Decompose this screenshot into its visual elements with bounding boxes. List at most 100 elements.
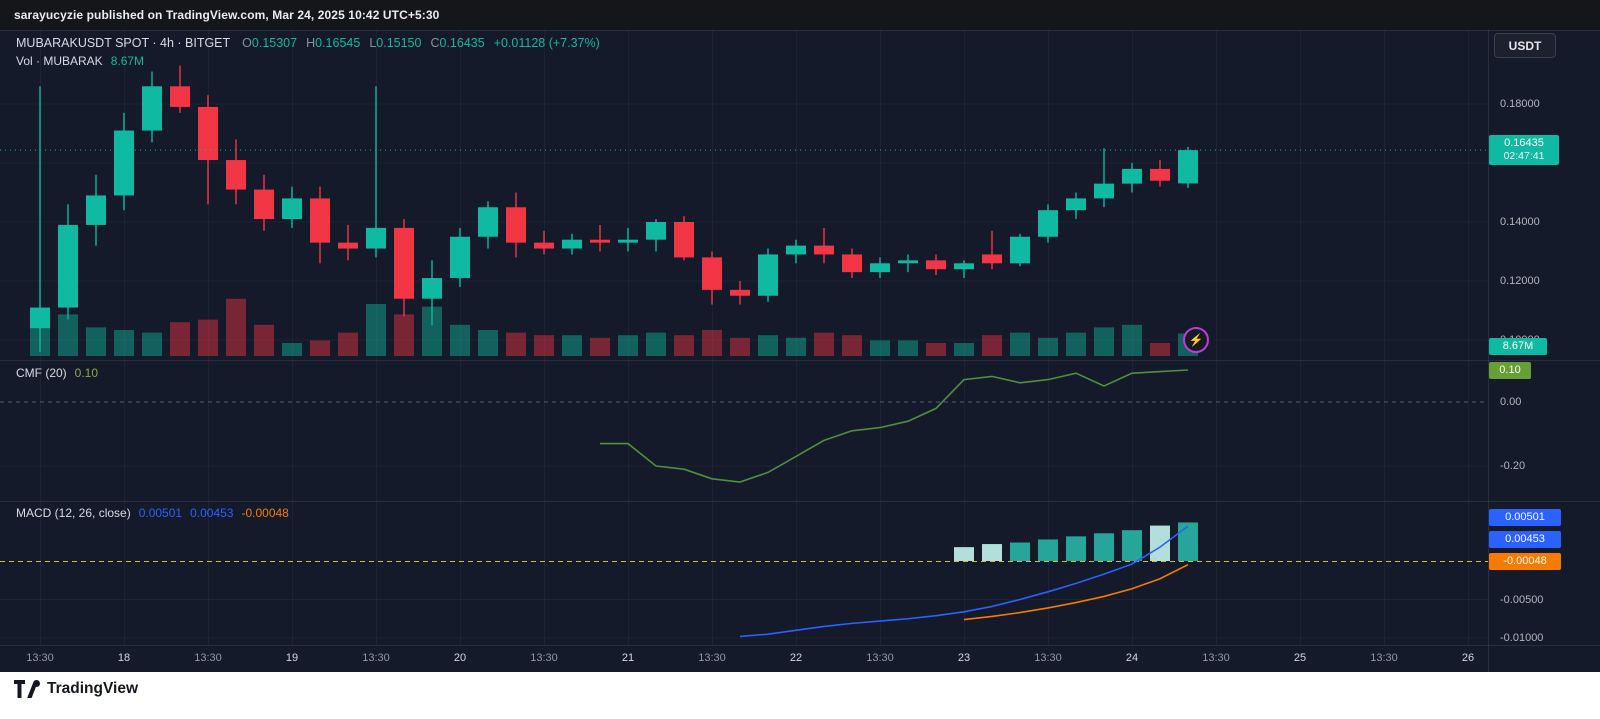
volume-bar (870, 340, 890, 356)
currency-toggle-button[interactable]: USDT (1494, 33, 1556, 58)
macd-histogram-bar (1066, 536, 1086, 561)
macd-line-value: 0.00453 (190, 506, 234, 520)
ohlc-low-value: 0.15150 (376, 36, 422, 50)
volume-bar (1150, 343, 1170, 356)
volume-bar (954, 343, 974, 356)
candle (814, 245, 834, 255)
time-axis-label: 13:30 (26, 652, 54, 664)
volume-bar (618, 335, 638, 356)
volume-bar (86, 327, 106, 356)
boost-button[interactable]: ⚡ (1183, 327, 1209, 353)
candle (170, 86, 190, 107)
time-axis-label: 23 (957, 652, 971, 664)
candle (338, 242, 358, 249)
macd-line-badge: 0.00453 (1489, 531, 1561, 548)
macd-line (739, 525, 1189, 638)
candle (982, 254, 1002, 264)
time-axis-label: 13:30 (1202, 652, 1230, 664)
candle (114, 130, 134, 196)
cmf-legend: CMF (20) 0.10 (16, 366, 98, 380)
macd-hist-value: 0.00501 (138, 506, 183, 520)
candle (590, 239, 610, 243)
candle (366, 227, 386, 249)
footer-bar: TradingView (0, 672, 1600, 719)
symbol-title[interactable]: MUBARAKUSDT SPOT · 4h · BITGET (16, 36, 231, 50)
volume-bar (394, 314, 414, 356)
volume-bar (1038, 337, 1058, 356)
time-axis-label: 24 (1125, 652, 1139, 664)
candle (1150, 168, 1170, 181)
candle (618, 239, 638, 243)
volume-legend-value: 8.67M (110, 54, 145, 68)
time-axis-label: 13:30 (194, 652, 222, 664)
macd-histogram (954, 522, 1198, 561)
volume-bar (506, 332, 526, 356)
ohlc-high-key: H (306, 36, 316, 50)
tradingview-brand[interactable]: TradingView (47, 680, 139, 697)
price-axis-label: 0.14000 (1500, 216, 1540, 228)
macd-histogram-bar (1122, 530, 1142, 561)
volume-bar (786, 337, 806, 356)
candle (786, 245, 806, 255)
price-axis-label: 0.18000 (1500, 98, 1540, 110)
price-change: +0.01128 (+7.37%) (493, 36, 600, 50)
volume-bar (1094, 327, 1114, 356)
volume-legend-label[interactable]: Vol · MUBARAK (16, 54, 103, 68)
volume-bar (422, 306, 442, 356)
bar-countdown: 02:47:41 (1503, 150, 1545, 162)
time-axis[interactable]: 13:30 18 13:30 19 13:30 20 13:30 21 13:30 22 13:30… (0, 645, 1488, 672)
candle (758, 254, 778, 296)
candle (534, 242, 554, 249)
macd-hist-badge: 0.00501 (1489, 509, 1561, 526)
volume-bar (926, 343, 946, 356)
candle (86, 195, 106, 225)
time-axis-label: 22 (789, 652, 803, 664)
time-axis-label: 21 (621, 652, 635, 664)
macd-histogram-bar (982, 544, 1002, 561)
price-axis-label: -0.01000 (1500, 632, 1544, 644)
candle (282, 198, 302, 220)
candle (254, 189, 274, 220)
volume-bar (674, 335, 694, 356)
macd-histogram-bar (1150, 525, 1170, 561)
cmf-value-badge: 0.10 (1489, 362, 1531, 379)
volume-bar (366, 304, 386, 356)
macd-histogram-bar (954, 547, 974, 561)
volume-bar (170, 322, 190, 356)
time-axis-label: 13:30 (1370, 652, 1398, 664)
volume-bar (898, 340, 918, 356)
volume-bar (982, 335, 1002, 356)
volume-bar (114, 330, 134, 356)
publish-text: sarayucyzie published on TradingView.com… (14, 8, 440, 22)
volume-bar (478, 330, 498, 356)
price-axis-label: 0.12000 (1500, 275, 1540, 287)
macd-histogram-bar (1094, 533, 1114, 561)
volume-bar (58, 314, 78, 356)
volume-bar (702, 330, 722, 356)
time-axis-label: 20 (453, 652, 467, 664)
candle (422, 278, 442, 299)
candle (898, 260, 918, 264)
volume-bar (282, 343, 302, 356)
cmf-label[interactable]: CMF (20) (16, 366, 67, 380)
tradingview-logo-icon[interactable] (14, 680, 40, 698)
volume-bar (534, 335, 554, 356)
volume-bar (450, 324, 470, 356)
candle (1178, 150, 1198, 184)
volume-bar (730, 337, 750, 356)
ohlc-low-key: L (369, 36, 377, 50)
time-axis-label: 25 (1293, 652, 1307, 664)
volume-bar (338, 332, 358, 356)
candle (58, 224, 78, 308)
time-axis-label: 26 (1461, 652, 1475, 664)
time-axis-label: 13:30 (530, 652, 558, 664)
ohlc-close-key: C (430, 36, 440, 50)
time-axis-label: 18 (117, 652, 131, 664)
candle (198, 106, 218, 161)
price-axis[interactable]: 0.180000.140000.120000.100000.00-0.20-0.… (1488, 0, 1600, 672)
macd-label[interactable]: MACD (12, 26, close) (16, 506, 131, 520)
last-price-value: 0.16435 (1504, 137, 1544, 149)
cmf-value: 0.10 (74, 366, 99, 380)
